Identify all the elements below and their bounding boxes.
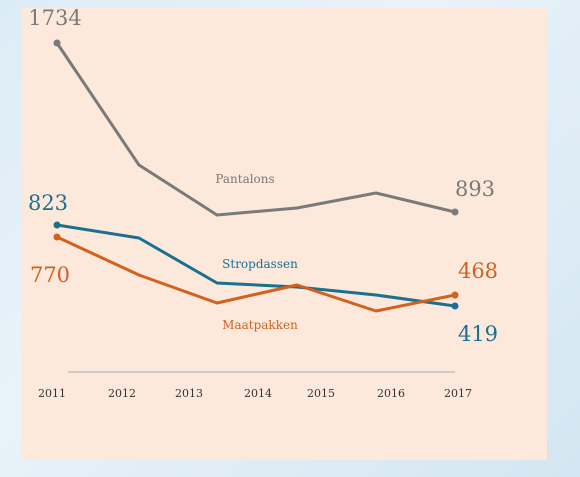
x-tick-label-2017: 2017 bbox=[444, 387, 472, 400]
x-tick-label-2011: 2011 bbox=[38, 387, 66, 400]
end-value-label-stropdassen: 419 bbox=[458, 322, 498, 346]
series-name-label-pantalons: Pantalons bbox=[215, 172, 274, 186]
start-value-label-maatpakken: 770 bbox=[30, 263, 70, 287]
start-value-label-pantalons: 1734 bbox=[28, 6, 81, 30]
series-name-label-stropdassen: Stropdassen bbox=[222, 257, 298, 271]
x-tick-label-2016: 2016 bbox=[377, 387, 405, 400]
start-point-maatpakken bbox=[53, 233, 61, 241]
end-point-stropdassen bbox=[451, 302, 459, 310]
start-value-label-stropdassen: 823 bbox=[28, 191, 68, 215]
end-value-label-maatpakken: 468 bbox=[458, 259, 498, 283]
end-point-maatpakken bbox=[451, 291, 459, 299]
start-point-stropdassen bbox=[53, 221, 61, 229]
series-line-maatpakken bbox=[55, 235, 457, 313]
x-tick-label-2015: 2015 bbox=[307, 387, 335, 400]
series-name-label-maatpakken: Maatpakken bbox=[222, 318, 298, 332]
x-tick-label-2012: 2012 bbox=[108, 387, 136, 400]
x-tick-label-2014: 2014 bbox=[244, 387, 272, 400]
series-line-stropdassen bbox=[55, 223, 457, 308]
end-point-pantalons bbox=[451, 208, 459, 216]
start-point-pantalons bbox=[53, 39, 61, 47]
series-line-pantalons bbox=[55, 41, 457, 217]
end-value-label-pantalons: 893 bbox=[455, 177, 495, 201]
x-tick-label-2013: 2013 bbox=[175, 387, 203, 400]
